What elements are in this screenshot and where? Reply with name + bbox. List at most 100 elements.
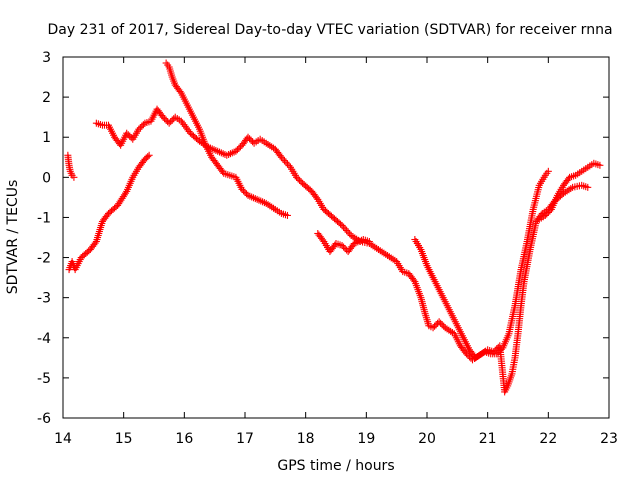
y-tick-label: -5 <box>37 371 51 387</box>
y-tick-label: 1 <box>42 130 51 146</box>
data-point <box>138 122 146 130</box>
data-point <box>283 160 291 168</box>
y-tick-label: 0 <box>42 170 51 186</box>
series-track-f <box>411 181 592 396</box>
data-point <box>283 211 291 219</box>
data-point <box>296 176 304 184</box>
y-tick-label: -3 <box>37 291 51 307</box>
axis-ticks <box>62 56 610 419</box>
data-point <box>114 201 122 209</box>
x-tick-label: 14 <box>54 431 72 447</box>
data-point <box>139 121 147 129</box>
y-axis-label: SDTVAR / TECUs <box>5 180 21 295</box>
data-point <box>438 321 446 329</box>
data-point <box>344 228 352 236</box>
data-point <box>91 239 99 247</box>
data-point <box>115 200 123 208</box>
data-point <box>239 187 247 195</box>
x-tick-label: 16 <box>175 431 193 447</box>
x-tick-label: 23 <box>600 431 618 447</box>
data-point <box>244 133 252 141</box>
data-point <box>464 351 472 359</box>
x-tick-label: 21 <box>479 431 497 447</box>
data-point <box>136 124 144 132</box>
data-point <box>167 118 175 126</box>
data-point <box>293 173 301 181</box>
data-point <box>285 162 293 170</box>
data-point <box>70 173 78 181</box>
series-track-a <box>64 151 78 181</box>
series-track-c <box>92 105 552 364</box>
data-point <box>124 131 132 139</box>
data-point <box>126 132 134 140</box>
data-point <box>543 210 551 218</box>
data-point <box>338 221 346 229</box>
series-track-b <box>65 151 153 274</box>
data-point <box>546 207 554 215</box>
data-point <box>232 147 240 155</box>
data-point <box>319 236 327 244</box>
data-point <box>161 115 169 123</box>
data-point <box>410 276 418 284</box>
data-point <box>429 324 437 332</box>
data-point <box>247 136 255 144</box>
x-tick-label: 15 <box>115 431 133 447</box>
data-point <box>119 193 127 201</box>
data-point <box>493 345 501 353</box>
data-point <box>340 223 348 231</box>
y-tick-label: -1 <box>37 210 51 226</box>
data-point <box>159 113 167 121</box>
data-point <box>145 151 153 159</box>
series-track-e <box>314 229 373 256</box>
data-point <box>465 353 473 361</box>
data-point <box>435 318 443 326</box>
data-point <box>246 135 254 143</box>
x-tick-label: 19 <box>357 431 375 447</box>
data-point <box>584 183 592 191</box>
data-marks <box>64 59 604 396</box>
y-tick-label: -6 <box>37 411 51 427</box>
x-tick-labels: 14 15 16 17 18 19 20 21 22 23 <box>54 431 618 447</box>
data-point <box>313 194 321 202</box>
chart-title: Day 231 of 2017, Sidereal Day-to-day VTE… <box>47 22 612 38</box>
y-tick-label: 2 <box>42 90 51 106</box>
data-point <box>343 226 351 234</box>
y-tick-label: -2 <box>37 251 51 267</box>
x-tick-label: 22 <box>539 431 557 447</box>
data-point <box>116 198 124 206</box>
x-tick-label: 18 <box>297 431 315 447</box>
data-point <box>280 157 288 165</box>
data-point <box>341 225 349 233</box>
data-point <box>432 321 440 329</box>
data-point <box>490 348 498 356</box>
data-point <box>462 350 470 358</box>
data-point <box>241 188 249 196</box>
data-point <box>233 146 241 154</box>
data-point <box>365 238 373 246</box>
y-tick-labels: 3 2 1 0 -1 -2 -3 -4 -5 -6 <box>37 50 51 427</box>
data-point <box>144 153 152 161</box>
data-point <box>165 119 173 127</box>
data-point <box>338 242 346 250</box>
data-point <box>544 208 552 216</box>
y-tick-label: -4 <box>37 331 51 347</box>
data-point <box>541 211 549 219</box>
data-point <box>437 319 445 327</box>
data-point <box>162 116 170 124</box>
data-point <box>118 194 126 202</box>
x-tick-label: 17 <box>236 431 254 447</box>
data-point <box>168 116 176 124</box>
x-axis-label: GPS time / hours <box>277 458 394 474</box>
data-point <box>122 189 130 197</box>
data-point <box>120 191 128 199</box>
data-point <box>282 158 290 166</box>
series-track-d <box>162 59 291 219</box>
plot-frame <box>62 56 610 419</box>
data-point <box>123 129 131 137</box>
data-point <box>340 243 348 251</box>
data-point <box>431 322 439 330</box>
data-point <box>238 185 246 193</box>
data-point <box>135 125 143 133</box>
data-point <box>235 144 243 152</box>
